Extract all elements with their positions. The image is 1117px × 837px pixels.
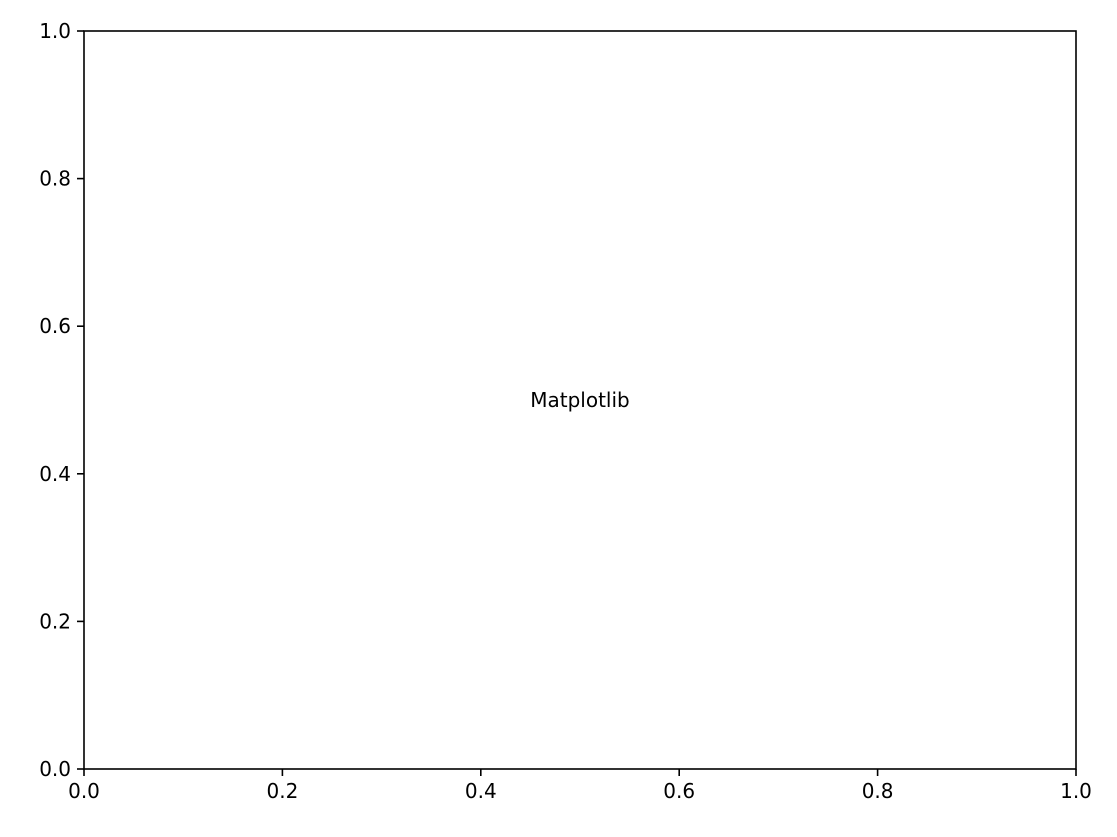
y-axis: 0.0 0.2 0.4 0.6 0.8 1.0	[39, 19, 84, 781]
x-tick-label: 0.0	[68, 779, 100, 803]
y-tick-label: 0.6	[39, 314, 71, 338]
x-tick-label: 0.2	[266, 779, 298, 803]
plot-area	[83, 30, 1077, 770]
annotations: Matplotlib	[530, 388, 630, 412]
x-tick-label: 0.6	[663, 779, 695, 803]
y-tick-label: 0.2	[39, 609, 71, 633]
annotation-text: Matplotlib	[530, 388, 630, 412]
y-tick-label: 1.0	[39, 19, 71, 43]
y-tick-label: 0.8	[39, 167, 71, 191]
x-tick-label: 0.8	[862, 779, 894, 803]
x-tick-label: 0.4	[465, 779, 497, 803]
y-tick-label: 0.0	[39, 757, 71, 781]
axes-frame	[83, 30, 1077, 770]
x-tick-label: 1.0	[1060, 779, 1092, 803]
x-axis: 0.0 0.2 0.4 0.6 0.8 1.0	[68, 769, 1092, 803]
y-tick-label: 0.4	[39, 462, 71, 486]
